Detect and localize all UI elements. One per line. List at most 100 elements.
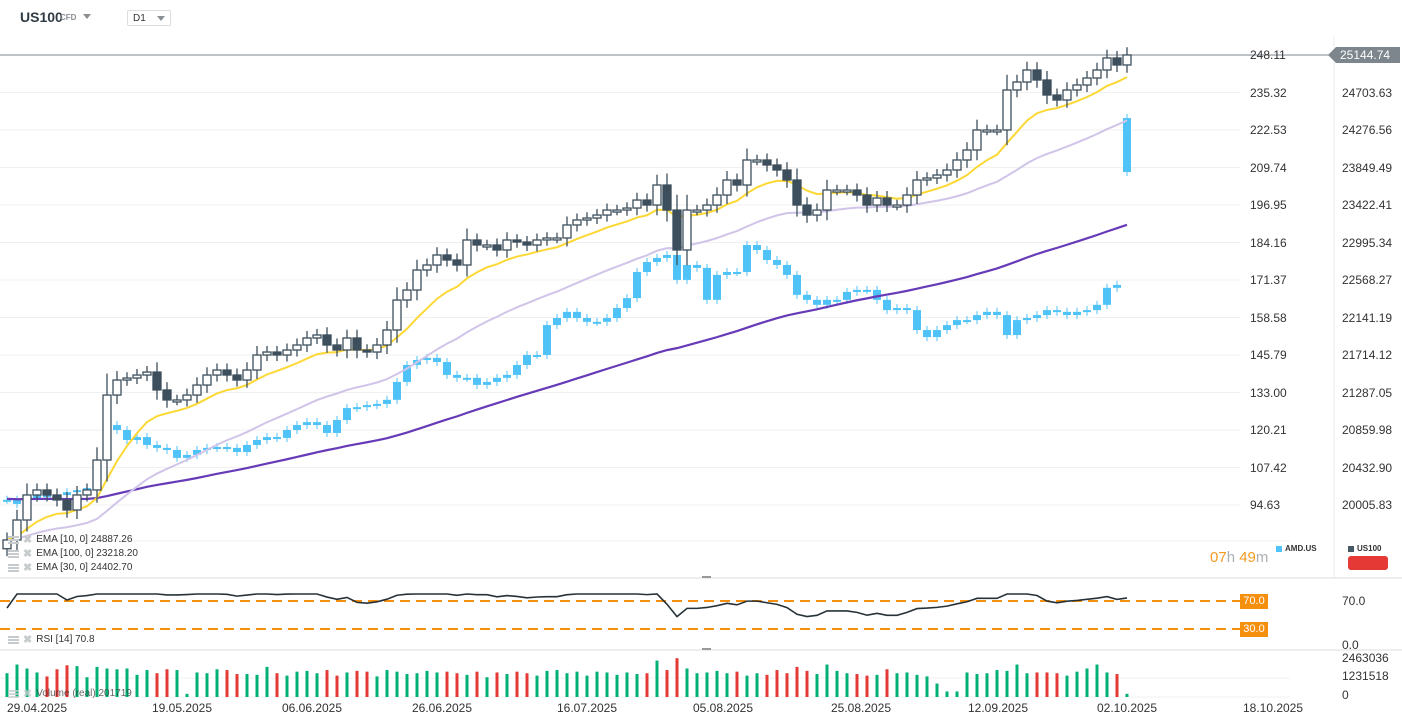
volume-bar bbox=[825, 664, 829, 697]
volume-bar bbox=[255, 674, 259, 697]
volume-bar bbox=[55, 669, 59, 697]
us100-candle bbox=[762, 159, 772, 166]
us100-candle bbox=[62, 499, 72, 511]
amd-candle bbox=[273, 437, 281, 440]
us100-candle bbox=[1022, 69, 1032, 83]
us100-candle bbox=[572, 219, 582, 226]
amd-candle bbox=[133, 437, 141, 440]
close-icon[interactable]: ✖ bbox=[23, 562, 33, 574]
amd-candle bbox=[823, 299, 831, 305]
volume-bar bbox=[865, 675, 869, 697]
amd-candle bbox=[183, 454, 191, 458]
menu-icon[interactable] bbox=[8, 689, 19, 698]
amd-candle bbox=[1073, 311, 1081, 316]
amd-candle bbox=[1113, 284, 1121, 288]
volume-bar bbox=[945, 691, 949, 697]
menu-icon[interactable] bbox=[8, 635, 19, 644]
rsi-axis-tick: 70.0 bbox=[1342, 594, 1366, 608]
symbol-dropdown-chevron-icon[interactable] bbox=[83, 14, 91, 19]
us100-candle bbox=[442, 254, 452, 261]
us100-axis-tick: 22141.19 bbox=[1342, 310, 1393, 325]
amd-candle bbox=[283, 430, 291, 438]
volume-bar bbox=[835, 670, 839, 697]
us100-candle bbox=[72, 494, 82, 511]
amd-axis-tick: 184.16 bbox=[1250, 235, 1287, 250]
ema-30-line bbox=[6, 119, 1128, 541]
legend-rsi-text: RSI [14] 70.8 bbox=[36, 634, 95, 645]
volume-bar bbox=[575, 671, 579, 697]
us100-candle bbox=[22, 494, 32, 521]
menu-icon[interactable] bbox=[8, 563, 19, 572]
volume-bar bbox=[155, 673, 159, 697]
amd-candle bbox=[663, 254, 671, 258]
us100-candle bbox=[612, 209, 622, 213]
menu-icon[interactable] bbox=[8, 535, 19, 544]
amd-candle bbox=[563, 311, 571, 319]
us100-candle bbox=[522, 241, 532, 246]
legend-ema100[interactable]: ✖ EMA [100, 0] 23218.20 bbox=[8, 547, 138, 560]
volume-bar bbox=[885, 669, 889, 697]
amd-axis-tick: 107.42 bbox=[1250, 460, 1287, 475]
amd-candle bbox=[963, 320, 971, 323]
volume-bar bbox=[295, 671, 299, 697]
series-key-amd[interactable]: AMD.US bbox=[1276, 544, 1317, 553]
volume-bar bbox=[1005, 670, 1009, 697]
us100-candle bbox=[712, 194, 722, 206]
amd-candle bbox=[383, 399, 391, 404]
volume-bar bbox=[305, 670, 309, 697]
volume-bar bbox=[1055, 673, 1059, 697]
us100-candle bbox=[1002, 89, 1012, 131]
amd-candle bbox=[1053, 310, 1061, 313]
amd-candle bbox=[403, 364, 411, 382]
legend-ema10-text: EMA [10, 0] 24887.26 bbox=[36, 534, 133, 545]
close-icon[interactable]: ✖ bbox=[23, 548, 33, 560]
us100-candle bbox=[1042, 79, 1052, 96]
symbol-title[interactable]: US100 bbox=[20, 9, 63, 25]
amd-candle bbox=[1063, 311, 1071, 316]
us100-candle bbox=[1032, 69, 1042, 81]
us100-candle bbox=[912, 179, 922, 196]
legend-ema10[interactable]: ✖ EMA [10, 0] 24887.26 bbox=[8, 533, 132, 546]
legend-ema30[interactable]: ✖ EMA [30, 0] 24402.70 bbox=[8, 561, 132, 574]
us100-candle bbox=[622, 207, 632, 211]
volume-bar bbox=[315, 673, 319, 697]
close-icon[interactable]: ✖ bbox=[23, 688, 33, 700]
series-key-us100[interactable]: US100 bbox=[1348, 544, 1381, 553]
close-icon[interactable]: ✖ bbox=[23, 534, 33, 546]
volume-bar bbox=[795, 666, 799, 697]
us100-candle bbox=[882, 197, 892, 206]
volume-bar bbox=[1105, 672, 1109, 697]
date-tick: 12.09.2025 bbox=[967, 701, 1029, 715]
us100-candle bbox=[102, 394, 112, 461]
us100-candle bbox=[992, 129, 1002, 133]
volume-bar bbox=[455, 673, 459, 697]
amd-candle bbox=[903, 308, 911, 311]
volume-bar bbox=[225, 670, 229, 697]
us100-axis-tick: 22995.34 bbox=[1342, 235, 1393, 250]
close-icon[interactable]: ✖ bbox=[23, 634, 33, 646]
volume-bar bbox=[415, 673, 419, 697]
series-us100-color-button[interactable] bbox=[1348, 556, 1388, 570]
amd-candle bbox=[893, 308, 901, 311]
volume-bar bbox=[115, 669, 119, 697]
legend-volume[interactable]: ✖ Volume (real) 201719 bbox=[8, 687, 132, 700]
us100-candle bbox=[92, 459, 102, 491]
volume-bar bbox=[145, 670, 149, 697]
us100-candle bbox=[482, 244, 492, 248]
us100-candle bbox=[742, 159, 752, 186]
timeframe-select[interactable]: D1 bbox=[127, 10, 171, 26]
menu-icon[interactable] bbox=[8, 549, 19, 558]
countdown-minutes: 49 bbox=[1239, 549, 1256, 566]
us100-axis-tick: 22568.27 bbox=[1342, 273, 1393, 287]
volume-bar bbox=[565, 673, 569, 697]
legend-rsi[interactable]: ✖ RSI [14] 70.8 bbox=[8, 633, 95, 646]
amd-axis-tick: 158.58 bbox=[1250, 310, 1287, 325]
us100-candle bbox=[122, 377, 132, 381]
amd-candle bbox=[813, 299, 821, 305]
series-color-swatch bbox=[1348, 545, 1354, 552]
us100-candle bbox=[962, 149, 972, 161]
us100-candle bbox=[212, 369, 222, 376]
us100-candle bbox=[462, 239, 472, 266]
volume-bar bbox=[905, 672, 909, 697]
